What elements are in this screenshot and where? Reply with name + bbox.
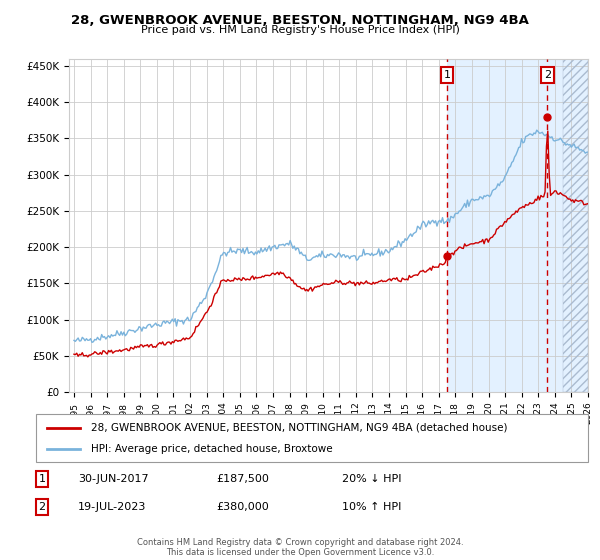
Text: 20% ↓ HPI: 20% ↓ HPI [342, 474, 401, 484]
Text: 1: 1 [443, 70, 451, 80]
Text: 2: 2 [38, 502, 46, 512]
Text: 19-JUL-2023: 19-JUL-2023 [78, 502, 146, 512]
Text: £380,000: £380,000 [216, 502, 269, 512]
Text: 30-JUN-2017: 30-JUN-2017 [78, 474, 149, 484]
Text: 1: 1 [38, 474, 46, 484]
Text: £187,500: £187,500 [216, 474, 269, 484]
FancyBboxPatch shape [36, 414, 588, 462]
Text: 28, GWENBROOK AVENUE, BEESTON, NOTTINGHAM, NG9 4BA: 28, GWENBROOK AVENUE, BEESTON, NOTTINGHA… [71, 14, 529, 27]
Text: HPI: Average price, detached house, Broxtowe: HPI: Average price, detached house, Brox… [91, 444, 333, 454]
Bar [447, 59, 588, 392]
Text: 28, GWENBROOK AVENUE, BEESTON, NOTTINGHAM, NG9 4BA (detached house): 28, GWENBROOK AVENUE, BEESTON, NOTTINGHA… [91, 423, 508, 433]
Text: Price paid vs. HM Land Registry's House Price Index (HPI): Price paid vs. HM Land Registry's House … [140, 25, 460, 35]
Text: 10% ↑ HPI: 10% ↑ HPI [342, 502, 401, 512]
Text: 2: 2 [544, 70, 551, 80]
Text: Contains HM Land Registry data © Crown copyright and database right 2024.
This d: Contains HM Land Registry data © Crown c… [137, 538, 463, 557]
Bar [563, 59, 588, 392]
